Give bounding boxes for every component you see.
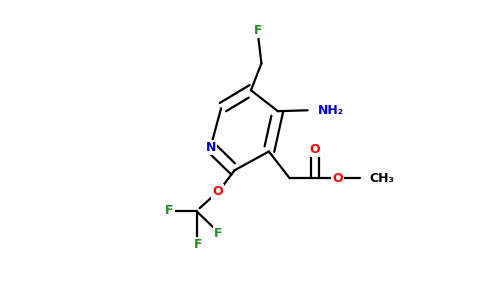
Text: F: F	[254, 24, 263, 37]
Text: F: F	[194, 238, 202, 251]
Text: F: F	[214, 227, 222, 240]
Text: NH₂: NH₂	[318, 104, 344, 117]
Text: N: N	[206, 140, 216, 154]
Text: O: O	[332, 172, 343, 185]
Text: O: O	[310, 143, 320, 156]
Text: CH₃: CH₃	[369, 172, 394, 185]
Text: O: O	[212, 185, 223, 198]
Text: F: F	[165, 204, 174, 217]
